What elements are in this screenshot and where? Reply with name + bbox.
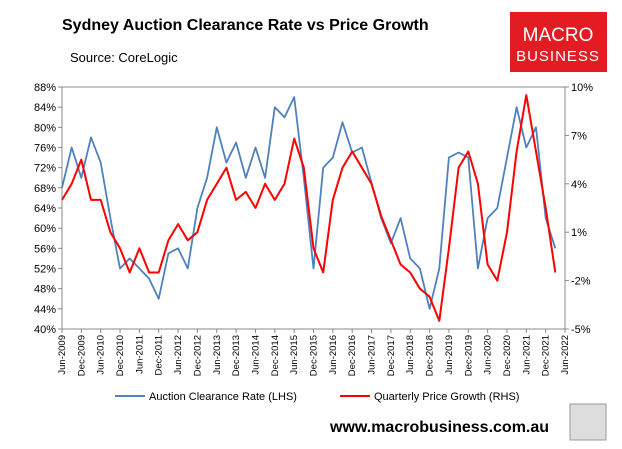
x-tick-label: Jun-2014 xyxy=(250,335,261,375)
y-tick-label: 44% xyxy=(34,304,56,316)
x-tick-label: Jun-2020 xyxy=(483,335,494,375)
chart-title: Sydney Auction Clearance Rate vs Price G… xyxy=(62,17,429,34)
y2-tick-label: 10% xyxy=(571,82,593,94)
x-tick-label: Dec-2014 xyxy=(270,335,281,376)
y-tick-label: 40% xyxy=(34,324,56,336)
x-tick-label: Jun-2019 xyxy=(444,335,455,375)
x-tick-label: Dec-2016 xyxy=(347,335,358,376)
chart-subtitle: Source: CoreLogic xyxy=(70,50,178,65)
y2-tick-label: 7% xyxy=(571,130,587,142)
footer-url: www.macrobusiness.com.au xyxy=(329,419,549,436)
logo-box xyxy=(510,12,607,72)
logo-icon xyxy=(569,403,607,441)
x-tick-label: Jun-2017 xyxy=(367,335,378,375)
x-tick-label: Jun-2009 xyxy=(57,335,68,375)
series-line xyxy=(61,94,557,322)
logo-text: MACRO xyxy=(523,25,594,46)
y-tick-label: 60% xyxy=(34,223,56,235)
x-tick-label: Dec-2012 xyxy=(192,335,203,376)
y-tick-label: 64% xyxy=(34,203,56,215)
y2-tick-label: 4% xyxy=(571,179,587,191)
y-tick-label: 80% xyxy=(34,122,56,134)
y-tick-label: 68% xyxy=(34,183,56,195)
x-tick-label: Jun-2022 xyxy=(560,335,571,375)
y-tick-label: 48% xyxy=(34,284,56,296)
x-tick-label: Dec-2020 xyxy=(502,335,513,376)
x-tick-label: Jun-2018 xyxy=(405,335,416,375)
y-tick-label: 56% xyxy=(34,243,56,255)
x-tick-label: Dec-2009 xyxy=(76,335,87,376)
x-tick-label: Jun-2016 xyxy=(328,335,339,375)
x-tick-label: Jun-2011 xyxy=(134,335,145,374)
series-line xyxy=(61,96,557,310)
x-tick-label: Dec-2021 xyxy=(541,335,552,376)
x-tick-label: Jun-2010 xyxy=(96,335,107,375)
x-tick-label: Jun-2013 xyxy=(212,335,223,375)
y2-tick-label: -5% xyxy=(571,324,591,336)
y2-tick-label: -2% xyxy=(571,276,591,288)
y-tick-label: 72% xyxy=(34,163,56,175)
x-tick-label: Jun-2015 xyxy=(289,335,300,375)
y-tick-label: 84% xyxy=(34,102,56,114)
x-tick-label: Dec-2010 xyxy=(115,335,126,376)
plot-frame xyxy=(61,86,566,330)
x-tick-label: Dec-2018 xyxy=(425,335,436,376)
y-tick-label: 88% xyxy=(34,82,56,94)
x-tick-label: Dec-2013 xyxy=(231,335,242,376)
x-tick-label: Jun-2012 xyxy=(173,335,184,375)
logo-text: BUSINESS xyxy=(516,48,600,65)
y-tick-label: 52% xyxy=(34,264,56,276)
x-tick-label: Dec-2015 xyxy=(309,335,320,376)
legend-label: Quarterly Price Growth (RHS) xyxy=(374,391,519,403)
legend-label: Auction Clearance Rate (LHS) xyxy=(149,391,297,403)
x-tick-label: Dec-2017 xyxy=(386,335,397,376)
y2-tick-label: 1% xyxy=(571,227,587,239)
x-tick-label: Jun-2021 xyxy=(521,335,532,375)
y-tick-label: 76% xyxy=(34,143,56,155)
x-tick-label: Dec-2011 xyxy=(154,335,165,376)
x-tick-label: Dec-2019 xyxy=(463,335,474,376)
